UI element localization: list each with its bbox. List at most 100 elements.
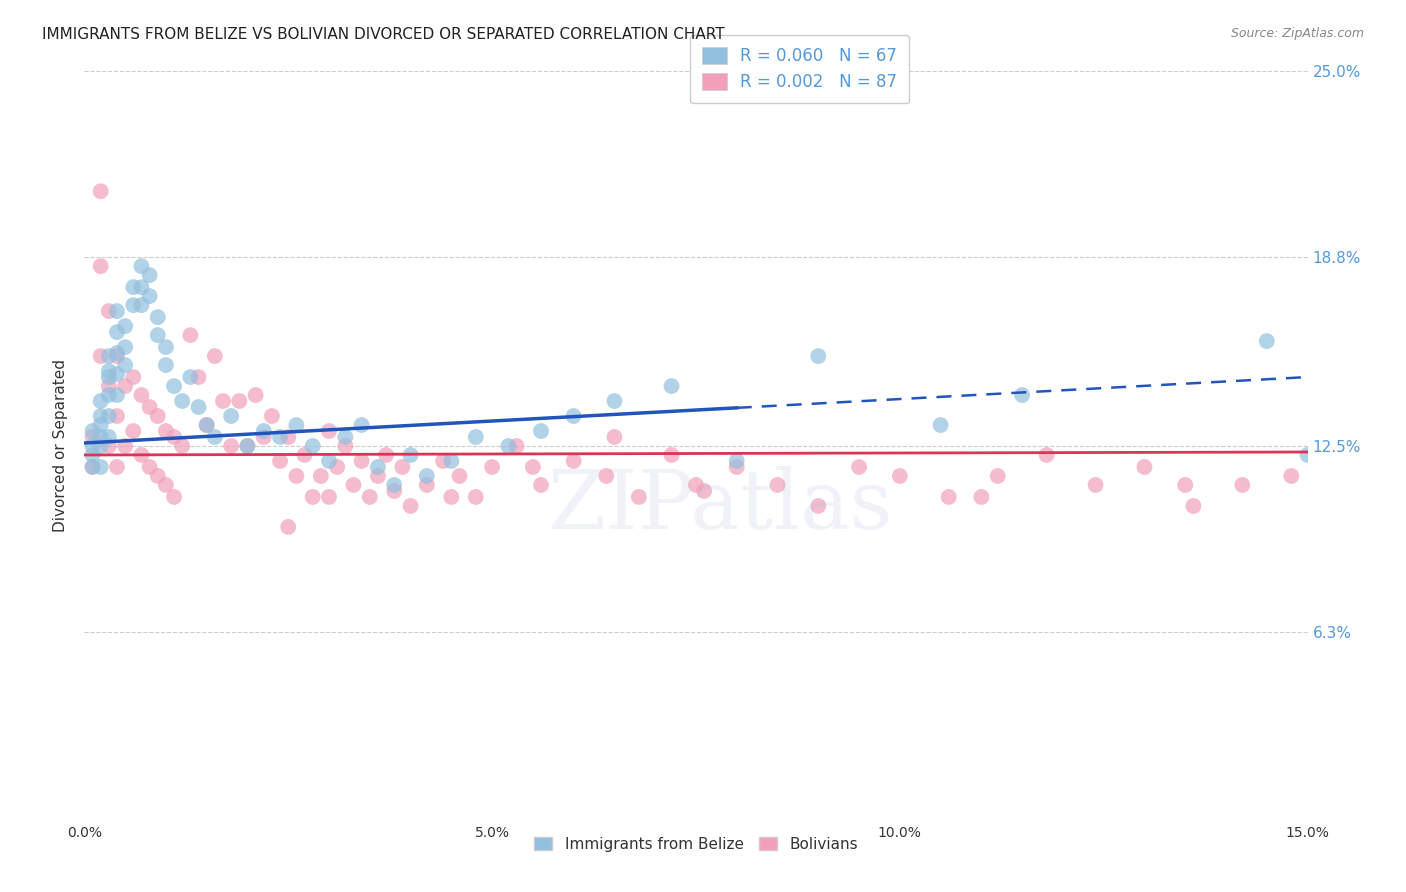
Point (929, 417, 952, 432)
Point (179, 328, 201, 343)
Point (172, 394, 194, 409)
Point (595, 469, 617, 483)
Point (82, 460, 104, 475)
Point (105, 367, 128, 381)
Point (236, 439, 259, 453)
Point (114, 319, 136, 334)
Point (382, 483, 405, 498)
Point (987, 469, 1010, 483)
Point (155, 424, 177, 438)
Point (440, 490, 463, 504)
Point (105, 346, 128, 360)
Point (725, 454, 748, 468)
Point (155, 340, 177, 354)
Point (416, 478, 439, 492)
Point (82, 439, 104, 453)
Point (889, 469, 911, 483)
Point (318, 490, 340, 504)
Point (97, 349, 120, 363)
Point (204, 430, 226, 444)
Point (285, 417, 308, 432)
Point (1011, 388, 1033, 402)
Point (138, 289, 160, 303)
Point (146, 328, 169, 343)
Text: IMMIGRANTS FROM BELIZE VS BOLIVIAN DIVORCED OR SEPARATED CORRELATION CHART: IMMIGRANTS FROM BELIZE VS BOLIVIAN DIVOR… (42, 27, 725, 42)
Point (187, 400, 209, 414)
Point (195, 417, 218, 432)
Point (970, 490, 993, 504)
Point (97, 379, 120, 393)
Point (82, 448, 104, 462)
Point (1232, 478, 1254, 492)
Point (1182, 499, 1205, 513)
Point (105, 388, 128, 402)
Point (163, 490, 186, 504)
Point (367, 460, 389, 475)
Point (204, 349, 226, 363)
Point (603, 430, 626, 444)
Point (146, 310, 169, 325)
Point (97, 364, 120, 378)
Point (661, 379, 683, 393)
Point (114, 340, 136, 354)
Point (97, 439, 120, 453)
Point (318, 454, 340, 468)
Point (228, 394, 250, 409)
Point (138, 400, 160, 414)
Point (114, 379, 136, 393)
Point (277, 430, 299, 444)
Point (187, 370, 209, 384)
Point (114, 358, 136, 372)
Text: Source: ZipAtlas.com: Source: ZipAtlas.com (1230, 27, 1364, 40)
Point (105, 304, 128, 318)
Point (97, 430, 120, 444)
Point (90, 394, 112, 409)
Point (382, 478, 405, 492)
Point (245, 388, 267, 402)
Point (260, 409, 283, 423)
Point (1296, 448, 1319, 462)
Point (375, 448, 398, 462)
Point (326, 460, 349, 475)
Point (1256, 334, 1278, 348)
Point (122, 298, 145, 312)
Point (253, 430, 276, 444)
Point (505, 439, 527, 453)
Point (114, 439, 136, 453)
Point (1279, 469, 1302, 483)
Point (97, 370, 120, 384)
Text: ZIPatlas: ZIPatlas (548, 466, 893, 546)
Point (399, 448, 422, 462)
Point (562, 409, 585, 423)
Point (449, 469, 471, 483)
Point (131, 448, 153, 462)
Point (848, 460, 870, 475)
Point (82, 430, 104, 444)
Point (82, 424, 104, 438)
Point (219, 409, 242, 423)
Point (367, 469, 389, 483)
Point (269, 454, 291, 468)
Point (285, 469, 308, 483)
Point (498, 439, 520, 453)
Point (335, 430, 357, 444)
Point (90, 409, 112, 423)
Point (90, 439, 112, 453)
Point (309, 469, 332, 483)
Point (90, 349, 112, 363)
Point (138, 268, 160, 282)
Point (342, 478, 364, 492)
Point (163, 430, 186, 444)
Point (1084, 478, 1107, 492)
Point (464, 430, 486, 444)
Point (530, 424, 553, 438)
Point (131, 259, 153, 273)
Point (155, 358, 177, 372)
Point (163, 379, 186, 393)
Point (146, 409, 169, 423)
Point (105, 409, 128, 423)
Point (82, 460, 104, 475)
Point (301, 439, 323, 453)
Point (807, 499, 830, 513)
Point (236, 439, 259, 453)
